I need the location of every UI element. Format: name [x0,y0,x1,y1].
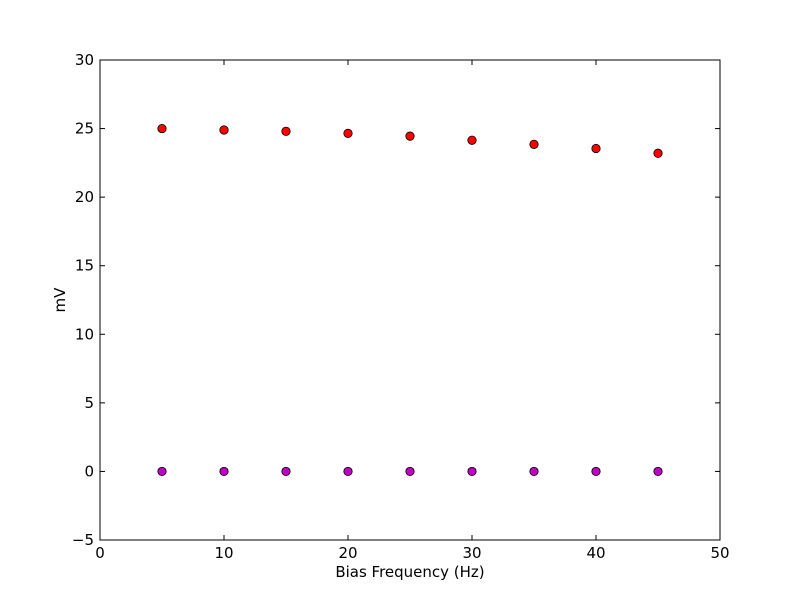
y-tick-label: 30 [75,51,94,69]
data-point-series-2 [653,466,663,477]
x-tick-label: 20 [338,544,357,562]
data-point-series-1 [157,123,167,134]
x-tick-label: 30 [462,544,481,562]
data-point-series-2 [591,466,601,477]
data-point-series-1 [281,126,291,136]
y-tick-label: 10 [75,325,94,343]
y-tick-label: 20 [75,188,94,206]
x-tick-label: 40 [586,544,605,562]
data-point-series-2 [529,466,539,477]
data-point-series-1 [467,135,477,145]
data-point-series-1 [219,125,229,135]
y-axis-label: mV [51,287,69,313]
data-point-series-2 [219,466,229,477]
x-tick-label: 50 [710,544,729,562]
data-point-series-2 [343,466,353,477]
y-tick-label: −5 [72,531,94,549]
x-tick-label: 10 [214,544,233,562]
data-point-series-1 [529,139,539,149]
data-point-series-1 [405,131,415,141]
y-tick-label: 15 [75,257,94,275]
y-tick-label: 0 [84,462,94,480]
x-axis-label: Bias Frequency (Hz) [335,563,484,581]
data-point-series-2 [467,466,477,477]
x-tick-label: 0 [95,544,105,562]
data-point-series-1 [343,128,353,138]
data-point-series-2 [157,466,167,477]
data-point-series-1 [591,143,601,154]
axes-frame [99,59,721,541]
data-point-series-2 [281,466,291,477]
y-tick-label: 5 [84,394,94,412]
y-tick-label: 25 [75,120,94,138]
data-point-series-2 [405,466,415,477]
data-point-series-1 [653,148,663,158]
